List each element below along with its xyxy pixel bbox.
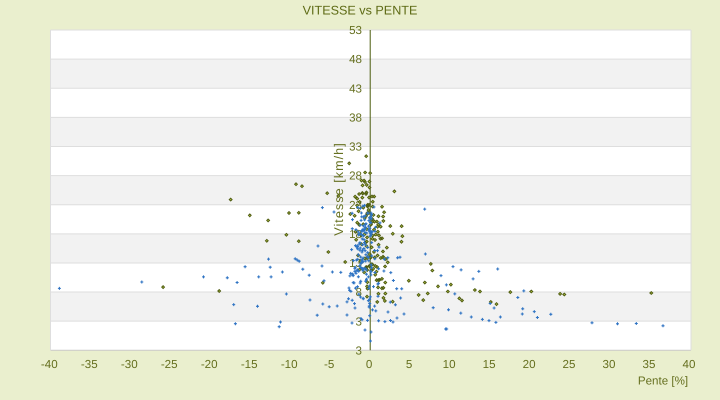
svg-text:-30: -30 [121,358,138,371]
svg-text:VITESSE vs PENTE: VITESSE vs PENTE [303,3,418,17]
svg-text:-15: -15 [241,358,258,371]
svg-text:3: 3 [356,315,362,328]
svg-text:Vitesse [km/h]: Vitesse [km/h] [332,142,346,236]
svg-text:30: 30 [603,358,616,371]
svg-text:25: 25 [563,358,576,371]
svg-text:40: 40 [683,358,696,371]
svg-text:-35: -35 [81,358,98,371]
svg-text:48: 48 [349,53,362,66]
svg-text:15: 15 [483,358,496,371]
svg-text:43: 43 [349,82,362,95]
svg-text:3: 3 [356,345,362,358]
svg-text:35: 35 [643,358,656,371]
svg-text:Pente [%]: Pente [%] [638,375,688,388]
svg-text:-10: -10 [281,358,298,371]
svg-text:28: 28 [349,170,362,183]
svg-text:53: 53 [349,24,362,37]
svg-text:38: 38 [349,112,362,125]
svg-text:0: 0 [366,358,372,371]
svg-text:20: 20 [523,358,536,371]
svg-text:33: 33 [349,141,362,154]
svg-text:-25: -25 [161,358,178,371]
svg-text:5: 5 [406,358,412,371]
svg-text:-20: -20 [201,358,218,371]
svg-text:10: 10 [443,358,456,371]
svg-text:-40: -40 [41,358,58,371]
svg-text:-5: -5 [324,358,334,371]
